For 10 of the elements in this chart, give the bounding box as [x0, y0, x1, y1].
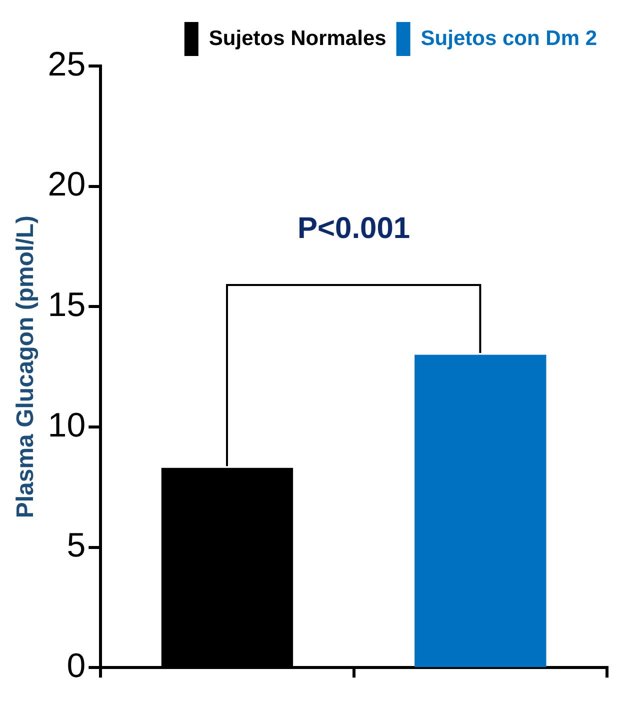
y-tick-label: 0	[66, 646, 86, 685]
y-tick-label: 25	[48, 45, 86, 84]
y-tick-label: 20	[48, 166, 86, 204]
annotation: P<0.001	[298, 212, 410, 246]
legend-label: Sujetos con Dm 2	[420, 26, 597, 50]
y-tick-label: 5	[66, 526, 86, 565]
y-tick-label: 10	[48, 406, 86, 444]
y-axis-title: Plasma Glucagon (pmol/L)	[12, 215, 40, 518]
y-tick-label: 15	[48, 286, 86, 324]
legend-label: Sujetos Normales	[208, 26, 386, 50]
